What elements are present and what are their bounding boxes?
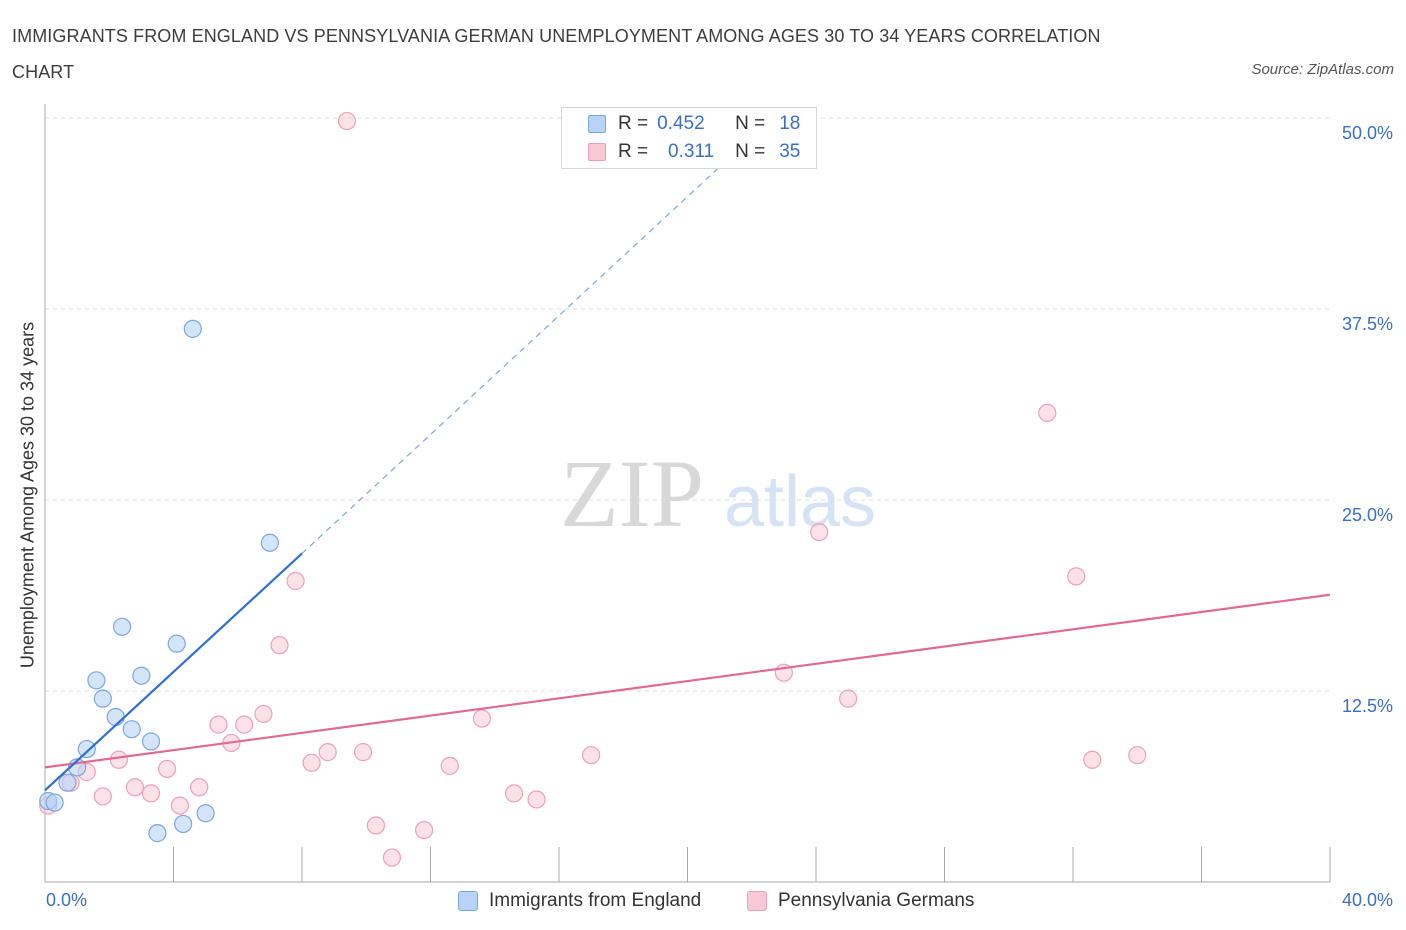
pennsylvania-germans-point: [254, 704, 273, 724]
england-point: [183, 319, 202, 338]
pennsylvania-germans-point: [141, 784, 161, 803]
pennsylvania-germans-point: [527, 790, 546, 809]
axes: [44, 104, 1331, 883]
pennsylvania-germans-point: [209, 715, 228, 734]
trend-lines: [44, 166, 1331, 792]
pennsylvania-germans-point: [839, 689, 858, 708]
pennsylvania-germans-point: [235, 715, 254, 734]
pennsylvania-germans-point: [366, 816, 385, 835]
legend-n-value-pennsylvania: 35: [779, 141, 801, 162]
pennsylvania-germans-point: [382, 848, 402, 867]
legend-swatch-england: [458, 891, 478, 911]
pennsylvania-germans-point: [1038, 403, 1057, 423]
legend-n-value-england: 18: [779, 113, 801, 134]
legend-label-england: Immigrants from England: [489, 890, 702, 911]
pennsylvania-germans-point: [810, 522, 829, 542]
england-point: [112, 617, 132, 636]
pennsylvania-germans-point: [170, 796, 190, 815]
legend-swatch-pennsylvania: [747, 891, 767, 911]
pennsylvania-germans-point: [302, 753, 321, 772]
pennsylvania-germans-point: [109, 750, 128, 769]
pennsylvania-germans-point: [270, 636, 289, 655]
x-tick-label: 0.0%: [46, 890, 88, 910]
england-point: [260, 533, 279, 552]
series-legend: Immigrants from England Pennsylvania Ger…: [0, 890, 1406, 916]
england-trend-line: [44, 552, 303, 792]
watermark-atlas: atlas: [724, 462, 876, 542]
legend-n-label: N =: [735, 141, 766, 162]
england-point: [122, 720, 141, 739]
legend-row-england: R = 0.452 N = 18: [588, 110, 800, 138]
legend-item-pennsylvania[interactable]: Pennsylvania Germans: [747, 890, 974, 912]
england-point: [132, 666, 151, 685]
watermark-zip: ZIP: [560, 440, 704, 547]
legend-row-pennsylvania: R = 0.311 N = 35: [588, 138, 800, 166]
pennsylvania-germans-point: [190, 778, 209, 797]
england-point: [58, 773, 77, 792]
pennsylvania-germans-point: [125, 778, 145, 797]
england-point: [106, 707, 125, 727]
legend-r-value-pennsylvania: 0.311: [668, 141, 715, 162]
england-point: [93, 689, 112, 708]
pennsylvania-germans-point: [1128, 746, 1147, 765]
legend-item-england[interactable]: Immigrants from England: [458, 890, 701, 912]
england-trend-extension: [301, 166, 721, 554]
england-point: [77, 739, 96, 759]
x-tick-label: 40.0%: [1341, 890, 1393, 910]
legend-r-label: R =: [618, 113, 649, 134]
y-tick-label: 37.5%: [1341, 314, 1393, 334]
england-point: [45, 793, 64, 812]
england-point: [196, 804, 215, 823]
pennsylvania-germans-point: [93, 787, 112, 806]
y-tick-label: 12.5%: [1341, 696, 1393, 716]
chart-title: IMMIGRANTS FROM ENGLAND VS PENNSYLVANIA …: [12, 26, 1101, 82]
pennsylvania-germans-point: [286, 571, 305, 591]
pennsylvania-germans-point: [337, 111, 357, 131]
pennsylvania-germans-point: [582, 746, 601, 765]
pennsylvania-germans-points: [39, 111, 1147, 867]
y-tick-label: 25.0%: [1341, 505, 1393, 525]
pennsylvania-germans-point: [414, 820, 434, 840]
england-point: [141, 732, 161, 751]
source-note: Source: ZipAtlas.com: [1251, 61, 1394, 78]
england-point: [87, 671, 106, 690]
pennsylvania-germans-point: [353, 743, 373, 762]
legend-r-label: R =: [618, 141, 649, 162]
pennsylvania-germans-point: [157, 759, 177, 779]
correlation-legend: R = 0.452 N = 18 R = 0.311 N = 35: [561, 107, 817, 169]
watermark: ZIP atlas: [560, 440, 876, 547]
pennsylvania-germans-point: [440, 756, 459, 775]
pennsylvania-germans-point: [472, 709, 491, 728]
pennsylvania-germans-point: [504, 784, 524, 803]
england-point: [148, 824, 167, 843]
pennsylvania-germans-point: [318, 743, 337, 762]
legend-swatch-england: [588, 115, 606, 133]
england-point: [167, 634, 186, 653]
pennsylvania-germans-trend-line: [44, 593, 1331, 769]
pennsylvania-germans-point: [1067, 567, 1086, 586]
legend-r-value-england: 0.452: [657, 113, 705, 134]
legend-label-pennsylvania: Pennsylvania Germans: [778, 890, 975, 911]
y-axis-label: Unemployment Among Ages 30 to 34 years: [17, 321, 38, 669]
england-points: [39, 319, 279, 843]
england-point: [174, 814, 193, 834]
legend-n-label: N =: [735, 113, 766, 134]
pennsylvania-germans-point: [1083, 750, 1102, 769]
y-tick-label: 50.0%: [1341, 123, 1393, 143]
gridlines: [45, 117, 1330, 692]
legend-swatch-pennsylvania: [588, 143, 606, 161]
